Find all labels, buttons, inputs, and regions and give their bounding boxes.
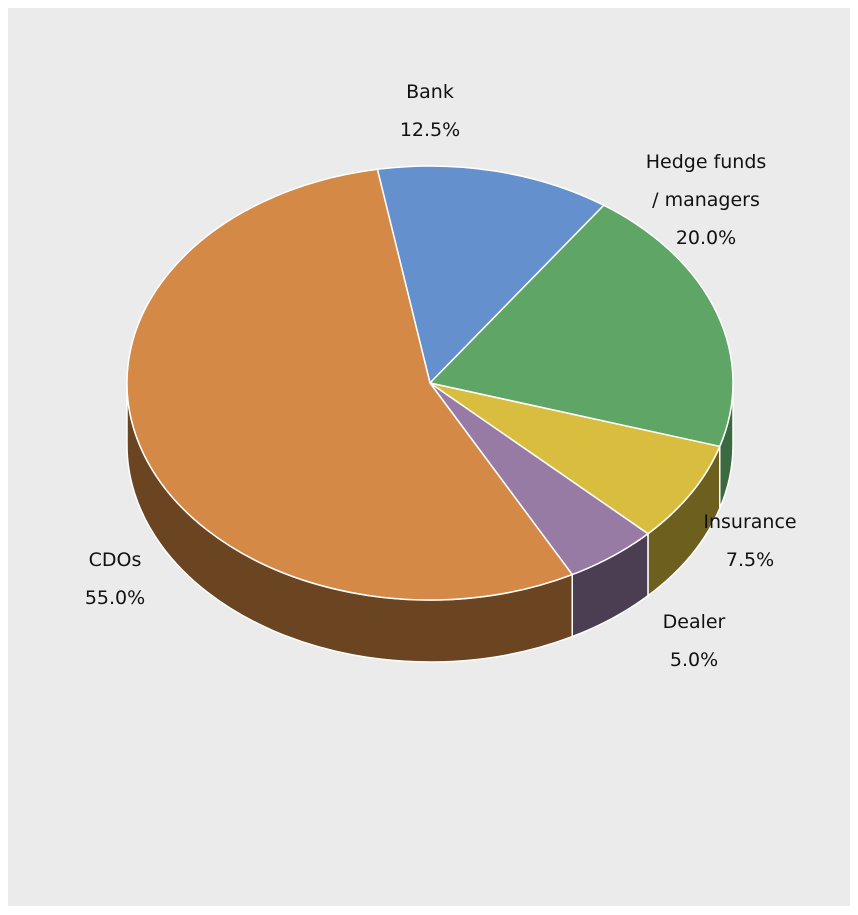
pie-value-label-dealer: 5.0% [670,649,718,671]
chart-area: Bank 12.5% Hedge funds / managers 20.0% Insur… [8,8,850,906]
pie-category-label-bank: Bank [406,81,454,103]
pie-slices [126,165,734,601]
pie-slice-hedge-funds-managers[interactable] [429,204,734,448]
pie-value-label-cdos: 55.0% [85,587,145,609]
pie-category-label-dealer: Dealer [663,611,726,633]
pie-category-label-hedge-funds-managers: Hedge funds [646,151,767,173]
pie-category-label-hedge-funds-managers: / managers [652,189,760,211]
pie-category-label-insurance: Insurance [703,511,796,533]
pie-value-label-insurance: 7.5% [726,549,774,571]
pie-slice-insurance[interactable] [429,382,721,535]
pie-value-label-bank: 12.5% [400,119,460,141]
pie-labels: Bank 12.5% Hedge funds / managers 20.0% Insur… [85,81,797,671]
pie-value-label-hedge-funds-managers: 20.0% [676,227,736,249]
pie-sides [126,382,734,663]
pie-category-label-cdos: CDOs [89,549,142,571]
pie-slice-cdos[interactable] [126,168,573,601]
pie-chart: Bank 12.5% Hedge funds / managers 20.0% Insur… [8,8,850,906]
pie-slice-bank[interactable] [376,165,605,384]
